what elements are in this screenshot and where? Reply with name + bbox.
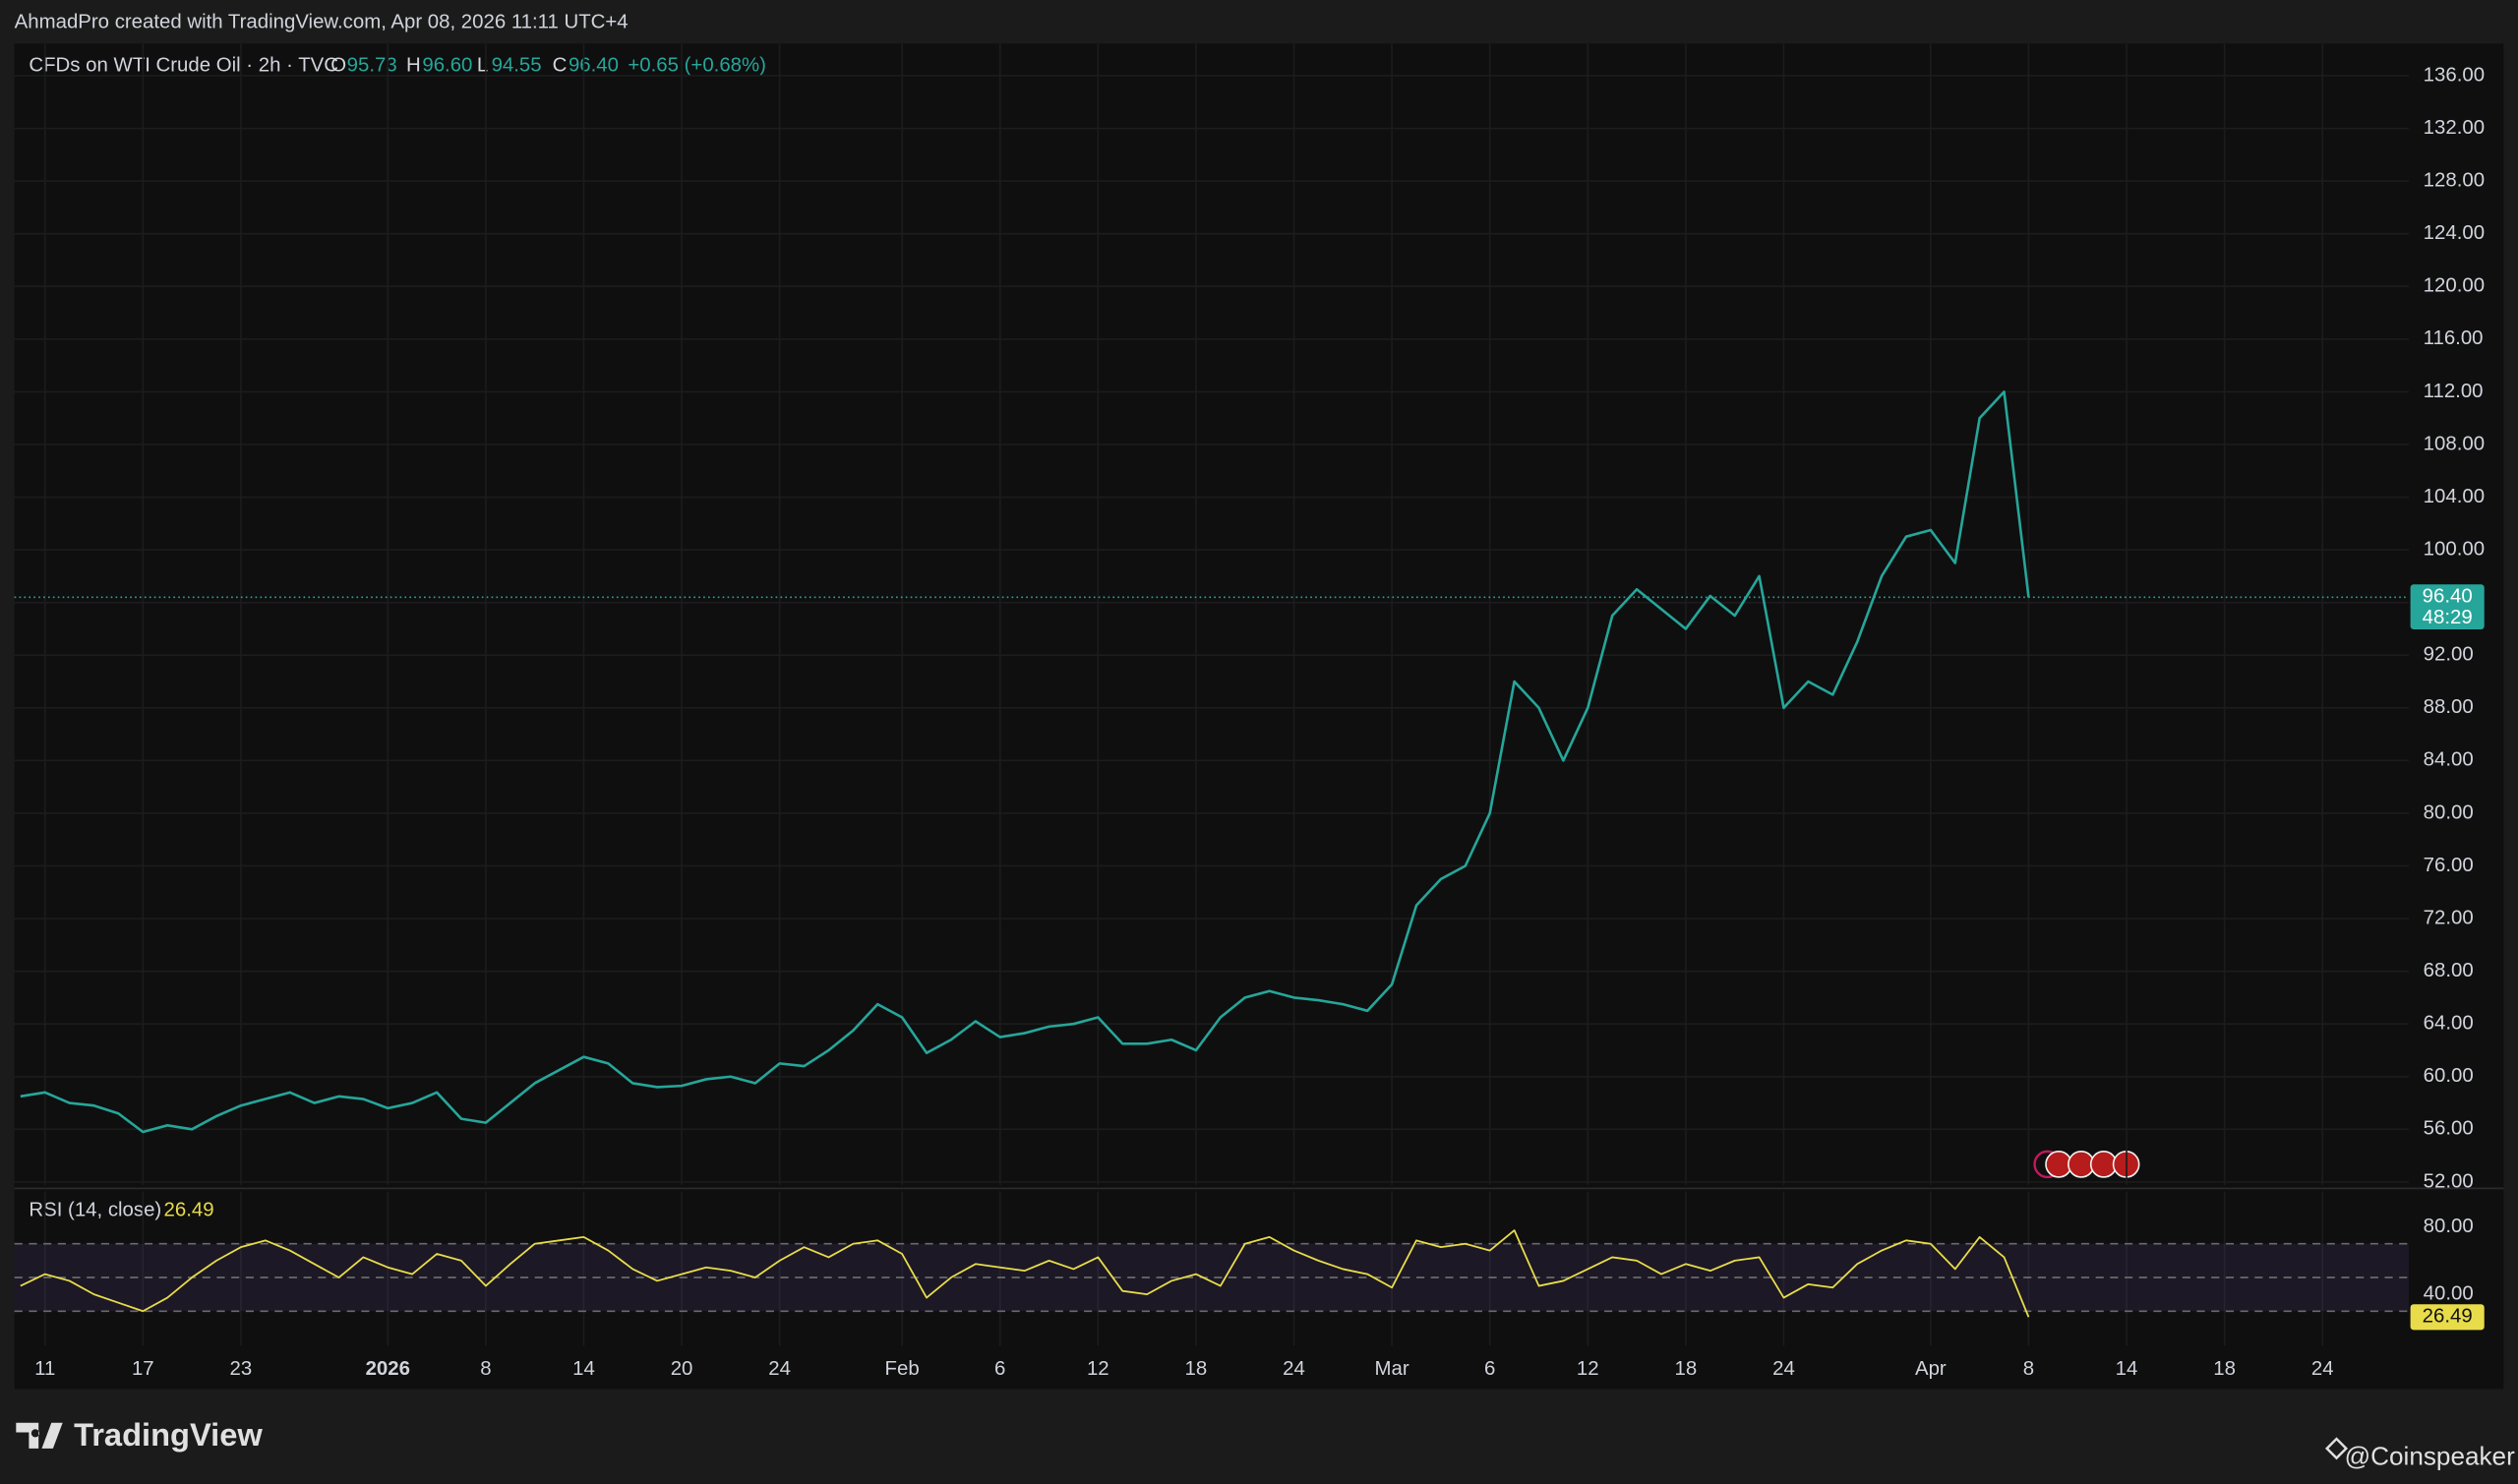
x-tick-label: Feb [885, 1358, 920, 1380]
price-badge-label: 96.40 [2423, 586, 2473, 608]
x-tick-label: 8 [2023, 1358, 2034, 1380]
credit-logo [2324, 1437, 2349, 1460]
x-tick-label: 24 [1283, 1358, 1305, 1380]
x-tick-label: 11 [34, 1358, 55, 1380]
y-tick-label: 80.00 [2424, 801, 2474, 823]
rsi-band [14, 1243, 2409, 1312]
x-tick-label: 6 [1484, 1358, 1495, 1380]
y-tick-label: 92.00 [2424, 644, 2474, 666]
y-tick-label: 72.00 [2424, 907, 2474, 928]
x-tick-label: 18 [1185, 1358, 1208, 1380]
brand-logo [16, 1422, 63, 1449]
x-tick-label: 12 [1577, 1358, 1599, 1380]
y-tick-label: 112.00 [2424, 381, 2484, 402]
y-tick-label: 68.00 [2424, 960, 2474, 981]
grid [14, 43, 2409, 1346]
countdown: 48:29 [2423, 607, 2473, 628]
legend: CFDs on WTI Crude Oil · 2h · TVC O 95.73… [29, 55, 766, 1221]
x-tick-label: Apr [1915, 1358, 1947, 1380]
x-tick-label: 8 [480, 1358, 491, 1380]
rsi-badge [2410, 1304, 2485, 1331]
x-tick-label: 14 [572, 1358, 595, 1380]
y-tick-label: 120.00 [2424, 275, 2485, 297]
symbol: CFDs on WTI Crude Oil · 2h · TVC [29, 55, 338, 77]
c-key: C [553, 55, 568, 77]
change: +0.65 (+0.68%) [628, 55, 766, 77]
y-tick-label: 136.00 [2424, 64, 2485, 86]
brand: TradingView [74, 1416, 263, 1453]
y-tick-label: 108.00 [2424, 433, 2485, 454]
caption: AhmadPro created with TradingView.com, A… [15, 11, 629, 32]
rsi-value: 26.49 [164, 1200, 214, 1221]
x-tick-label: 17 [132, 1358, 154, 1380]
x-tick-label: 2026 [366, 1358, 410, 1380]
y-tick-label: 124.00 [2424, 222, 2485, 244]
y-tick-label: 88.00 [2424, 696, 2474, 718]
low: 94.55 [492, 55, 542, 77]
l-key: L [477, 55, 488, 77]
x-tick-label: 18 [1675, 1358, 1698, 1380]
y-tick-label: 100.00 [2424, 538, 2485, 560]
x-tick-label: 12 [1087, 1358, 1109, 1380]
series-line [20, 1229, 2030, 1318]
high: 96.60 [422, 55, 472, 77]
y-tick-label: 84.00 [2424, 749, 2474, 771]
x-tick-label: Mar [1375, 1358, 1409, 1380]
open: 95.73 [347, 55, 397, 77]
rsi-badge-label: 26.49 [2423, 1306, 2473, 1328]
h-key: H [406, 55, 421, 77]
x-tick-label: 24 [2311, 1358, 2334, 1380]
y-tick-label: 128.00 [2424, 169, 2485, 191]
y-tick-label: 132.00 [2424, 117, 2485, 139]
event-flags [2033, 1150, 2140, 1179]
x-tick-label: 6 [994, 1358, 1005, 1380]
o-key: O [330, 55, 346, 77]
y-tick-label: 64.00 [2424, 1013, 2474, 1035]
footer: TradingView @Coinspeaker [16, 1416, 2515, 1471]
x-tick-label: 24 [1772, 1358, 1795, 1380]
price-badge [2410, 584, 2485, 629]
x-tick-label: 18 [2213, 1358, 2236, 1380]
y-tick-label: 116.00 [2424, 327, 2484, 349]
close: 96.40 [569, 55, 619, 77]
x-tick-label: 20 [671, 1358, 693, 1380]
series-line [20, 390, 2030, 1134]
y-tick-label: 104.00 [2424, 486, 2485, 507]
y-tick-label: 80.00 [2424, 1216, 2474, 1237]
y-tick-label: 56.00 [2424, 1118, 2474, 1140]
y-tick-label: 76.00 [2424, 855, 2474, 876]
y-tick-label: 60.00 [2424, 1065, 2474, 1087]
rsi-title: RSI (14, close) [29, 1200, 161, 1221]
credit: @Coinspeaker [2345, 1442, 2515, 1471]
x-tick-label: 14 [2116, 1358, 2138, 1380]
y-tick-label: 52.00 [2424, 1170, 2474, 1192]
y-tick-label: 40.00 [2424, 1283, 2474, 1305]
x-tick-label: 23 [230, 1358, 253, 1380]
x-tick-label: 24 [768, 1358, 791, 1380]
